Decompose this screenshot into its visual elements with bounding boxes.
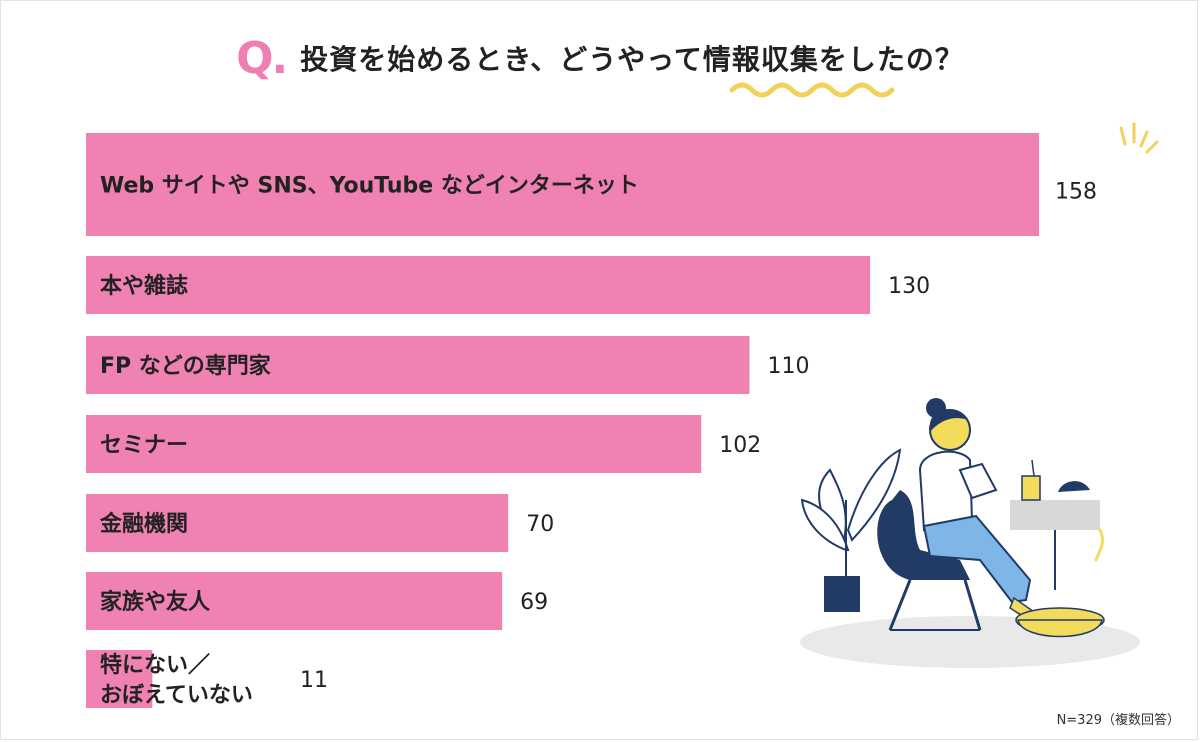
value-label-1: 158 xyxy=(1055,180,1097,205)
sparkle-icon xyxy=(1119,122,1159,154)
sample-size-note: N=329（複数回答） xyxy=(1056,713,1180,728)
value-label-6: 69 xyxy=(520,590,548,615)
category-label-6: 家族や友人 xyxy=(100,589,210,615)
bar-2 xyxy=(86,256,871,314)
foot-basin-icon xyxy=(1015,528,1105,638)
category-label-3: FP などの専門家 xyxy=(100,353,272,379)
bar-6 xyxy=(86,572,503,630)
bar-4 xyxy=(86,415,702,473)
bar-1 xyxy=(86,133,1039,236)
woman-reading-in-chair-illustration xyxy=(800,398,1140,668)
category-label-5: 金融機関 xyxy=(99,511,188,537)
underline-wave-icon xyxy=(729,82,895,98)
woman-icon xyxy=(918,398,1042,623)
category-label-2: 本や雑誌 xyxy=(100,273,188,299)
category-label-4: セミナー xyxy=(100,433,188,458)
value-label-5: 70 xyxy=(526,512,554,537)
title-text: 投資を始めるとき、どうやって情報収集をしたの？ xyxy=(300,43,964,76)
value-label-7: 11 xyxy=(300,668,328,693)
chart-title: Q. 投資を始めるとき、どうやって情報収集をしたの？ xyxy=(0,28,1200,88)
value-label-2: 130 xyxy=(888,274,930,299)
side-table-icon xyxy=(1010,459,1100,590)
plant-icon xyxy=(800,448,902,612)
category-label-7-line-1: 特にない／ xyxy=(100,652,210,678)
value-label-4: 102 xyxy=(719,433,761,458)
question-mark-label: Q. xyxy=(236,32,288,84)
bar-7 xyxy=(86,650,153,708)
value-label-3: 110 xyxy=(767,354,809,379)
category-label-1: Web サイトや SNS、YouTube などインターネット xyxy=(100,174,639,199)
bar-3 xyxy=(86,336,750,394)
category-label-7-line-2: おぼえていない xyxy=(100,683,253,708)
bar-5 xyxy=(86,494,509,552)
